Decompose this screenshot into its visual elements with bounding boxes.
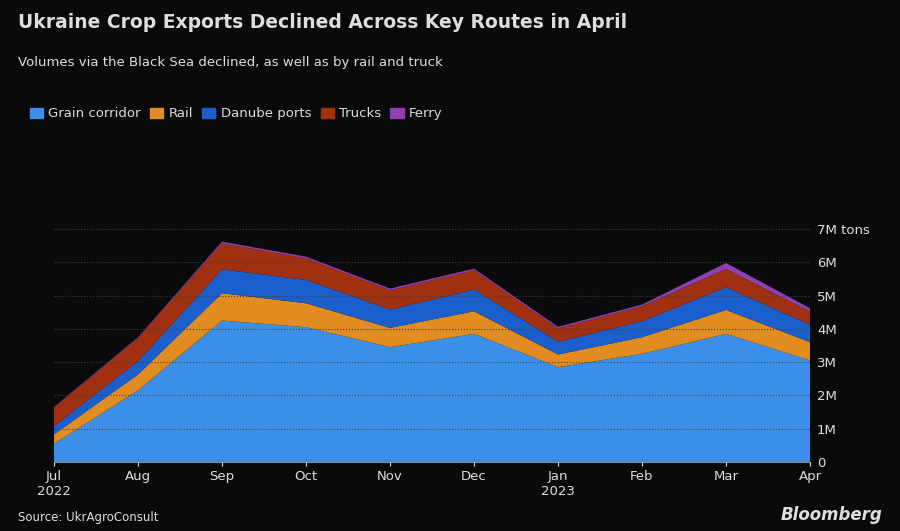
Text: Ukraine Crop Exports Declined Across Key Routes in April: Ukraine Crop Exports Declined Across Key… xyxy=(18,13,627,32)
Text: Bloomberg: Bloomberg xyxy=(780,506,882,524)
Legend: Grain corridor, Rail, Danube ports, Trucks, Ferry: Grain corridor, Rail, Danube ports, Truc… xyxy=(24,102,447,126)
Text: Volumes via the Black Sea declined, as well as by rail and truck: Volumes via the Black Sea declined, as w… xyxy=(18,56,443,68)
Text: Source: UkrAgroConsult: Source: UkrAgroConsult xyxy=(18,511,158,524)
